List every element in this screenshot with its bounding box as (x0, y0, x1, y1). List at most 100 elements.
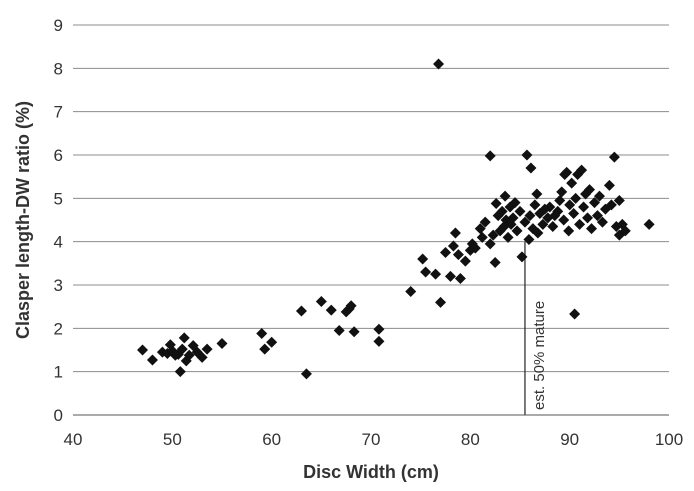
y-tick-label: 4 (54, 233, 63, 252)
data-point (584, 184, 596, 196)
data-point (315, 295, 327, 307)
data-point (484, 150, 496, 162)
y-tick-label: 1 (54, 363, 63, 382)
data-point (521, 149, 533, 161)
data-point (479, 216, 491, 228)
data-point (561, 166, 573, 178)
data-point (537, 218, 549, 230)
data-point (417, 253, 429, 265)
data-point (449, 227, 461, 239)
x-tick-label: 80 (461, 430, 480, 449)
x-tick-label: 60 (262, 430, 281, 449)
data-point (405, 286, 417, 297)
data-point (531, 188, 543, 200)
data-point (430, 268, 442, 280)
data-point (570, 192, 582, 204)
gridlines (73, 24, 669, 373)
data-point (454, 273, 466, 284)
data-point (489, 256, 501, 268)
data-point (544, 201, 556, 213)
data-point (196, 351, 208, 363)
data-point (589, 197, 600, 209)
data-point (216, 338, 228, 349)
data-point (373, 323, 385, 335)
y-tick-label: 9 (54, 16, 63, 35)
data-point (178, 332, 190, 344)
data-point (591, 210, 603, 222)
data-point (558, 214, 570, 226)
y-tick-label: 7 (54, 103, 63, 122)
data-point (452, 249, 464, 261)
data-point (578, 201, 590, 213)
data-point (514, 205, 526, 217)
data-point (552, 205, 564, 217)
data-point (435, 296, 447, 308)
data-point (502, 231, 514, 243)
y-tick-label: 5 (54, 189, 63, 208)
data-point (603, 179, 615, 191)
data-point (525, 162, 537, 174)
data-point (523, 234, 535, 245)
data-point (137, 344, 149, 356)
x-tick-label: 50 (163, 430, 182, 449)
data-point (563, 225, 575, 237)
y-tick-label: 0 (54, 406, 63, 425)
data-point (576, 164, 588, 176)
data-point (373, 335, 385, 347)
data-point (507, 212, 519, 224)
data-point (605, 199, 617, 211)
x-tick-label: 90 (560, 430, 579, 449)
data-point (420, 266, 432, 278)
data-point (348, 326, 360, 338)
data-point (345, 300, 357, 312)
x-tick-label: 70 (362, 430, 381, 449)
data-point (490, 198, 502, 210)
data-point (300, 368, 312, 380)
data-point (444, 270, 456, 282)
data-point (509, 197, 521, 209)
data-point (440, 247, 451, 258)
x-tick-label: 40 (64, 430, 83, 449)
data-point (582, 212, 594, 224)
data-point (519, 216, 531, 228)
data-points (137, 58, 655, 380)
data-point (586, 223, 598, 235)
y-axis-title: Clasper length-DW ratio (%) (13, 101, 33, 339)
annotation-label: est. 50% mature (531, 301, 548, 410)
data-point (487, 229, 499, 241)
x-tick-label: 100 (655, 430, 683, 449)
x-axis-title: Disc Width (cm) (303, 462, 439, 482)
data-point (547, 221, 559, 232)
data-point (566, 177, 578, 189)
data-point (146, 354, 158, 366)
data-point (174, 366, 186, 378)
y-tick-label: 2 (54, 319, 63, 338)
data-point (476, 231, 488, 243)
data-point (532, 227, 544, 239)
data-point (201, 343, 213, 355)
data-point (447, 240, 459, 252)
data-point (524, 210, 536, 222)
data-point (516, 251, 528, 263)
data-point (613, 195, 625, 206)
y-tick-labels: 0 1 2 3 4 5 6 7 8 9 (54, 16, 63, 425)
x-tick-labels: 40 50 60 70 80 90 100 (64, 430, 684, 449)
data-point (574, 218, 586, 230)
data-point (556, 186, 568, 198)
data-point (256, 328, 268, 340)
data-point (499, 190, 511, 202)
data-point (496, 205, 508, 217)
data-point (643, 218, 655, 230)
data-point (333, 325, 345, 336)
data-point (433, 58, 445, 70)
data-point (511, 225, 523, 237)
y-tick-label: 3 (54, 276, 63, 295)
data-point (619, 225, 631, 237)
data-point (593, 190, 605, 202)
data-point (529, 199, 541, 211)
data-point (176, 343, 188, 355)
data-point (266, 336, 278, 348)
data-point (469, 242, 481, 254)
y-tick-label: 6 (54, 146, 63, 165)
